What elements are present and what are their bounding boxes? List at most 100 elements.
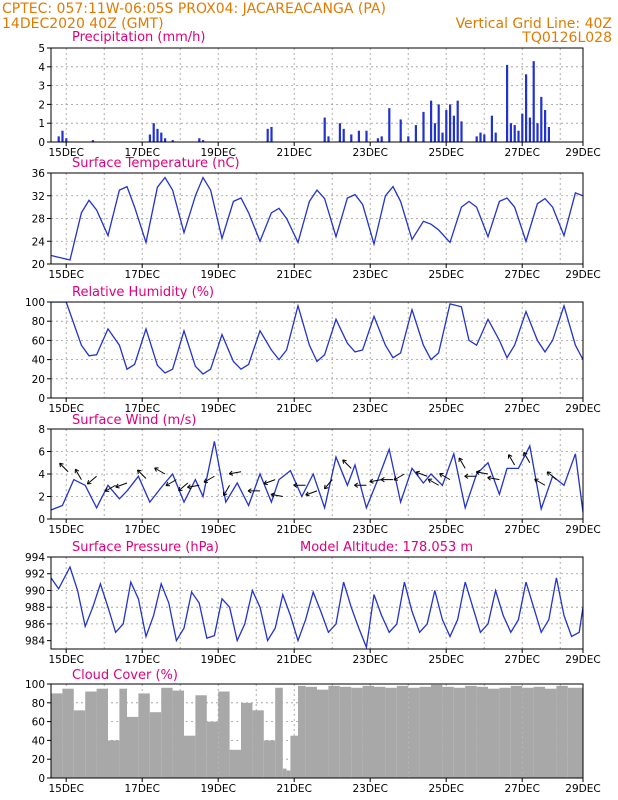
cloud-bar-45 [533, 686, 545, 778]
precip-bar-26 [414, 125, 417, 142]
cloud-bar-2 [73, 710, 86, 778]
wind-arrow-head-b-31 [508, 454, 513, 457]
wind-arrow-4 [115, 482, 128, 489]
precip-bar-0 [57, 136, 60, 142]
precip-bar-21 [376, 138, 379, 142]
precip-bar-3 [91, 140, 94, 142]
wind-arrow-31 [507, 454, 516, 466]
wind-arrow-11 [222, 484, 231, 497]
temp-xtick-label-0: 15DEC [48, 269, 83, 281]
wind-arrow-shaft-14 [263, 479, 276, 485]
pressure-ytick-label-3: 990 [25, 585, 45, 597]
wind-arrow-head-b-23 [393, 476, 397, 481]
rh-title: Relative Humidity (%) [72, 285, 214, 300]
pressure-data [51, 565, 583, 649]
precip-xtick-label-0: 15DEC [48, 147, 83, 159]
cloud-bar-19 [263, 740, 276, 778]
precip-frame [50, 47, 584, 143]
precip-bar-9 [171, 140, 174, 142]
wind-arrow-shaft-21 [369, 479, 382, 483]
temp-ytick-label-4: 36 [32, 168, 46, 180]
precip-bar-7 [160, 132, 163, 142]
cloud-bar-5 [108, 740, 120, 778]
pressure-ytick-label-1: 986 [25, 619, 45, 631]
cloud-bar-35 [419, 686, 431, 778]
cloud-bar-42 [499, 687, 511, 778]
precip-bar-33 [449, 104, 452, 142]
header-model-code: TQ0126L028 [521, 30, 612, 46]
cloud-bar-48 [567, 687, 583, 778]
wind-arrow-shaft-31 [508, 454, 516, 466]
wind-arrow-head-a-12 [228, 473, 234, 476]
temp-title: Surface Temperature (nC) [72, 156, 240, 171]
wind-xtick-label-1: 17DEC [124, 524, 159, 536]
precip-bar-35 [456, 100, 459, 142]
wind-arrow-shaft-11 [223, 484, 231, 496]
temp-xtick-label-7: 29DEC [565, 269, 600, 281]
temp-ytick-label-1: 24 [32, 236, 46, 248]
precip-ytick-label-5: 5 [38, 43, 45, 55]
pressure-xtick-label-3: 21DEC [276, 654, 311, 666]
wind-arrow-head-a-8 [178, 489, 183, 492]
cloud-bar-38 [453, 687, 466, 778]
wind-xtick-label-6: 27DEC [504, 524, 539, 536]
precip-bar-49 [532, 61, 535, 142]
wind-arrow-head-a-26 [439, 473, 442, 478]
pressure-xtick-label-5: 25DEC [428, 654, 463, 666]
wind-arrow-head-b-8 [178, 486, 181, 491]
header-date: 14DEC2020 40Z (GMT) [2, 16, 164, 32]
precip-bar-2 [65, 138, 68, 142]
precip-xtick-label-5: 25DEC [428, 147, 463, 159]
wind-arrow-head-a-13 [247, 490, 252, 494]
wind-arrow-head-b-9 [187, 484, 191, 488]
wind-arrow-head-b-4 [115, 483, 119, 488]
wind-xtick-label-3: 21DEC [276, 524, 311, 536]
precip-bar-41 [494, 132, 497, 142]
precip-xtick-label-2: 19DEC [200, 147, 235, 159]
wind-arrow-head-b-0 [59, 462, 64, 465]
wind-arrow-28 [464, 473, 477, 479]
precip-bar-14 [323, 117, 326, 142]
precip-bar-42 [506, 64, 509, 142]
pressure-xtick-label-1: 17DEC [124, 654, 159, 666]
temp-ytick-label-0: 20 [32, 259, 45, 271]
wind-arrow-head-b-3 [104, 487, 108, 492]
temp-xtick-label-5: 25DEC [428, 269, 463, 281]
wind-arrow-head-b-1 [75, 468, 80, 472]
wind-arrow-5 [137, 469, 147, 479]
rh-panel: 0 20 40 60 80 100 15DEC 17DEC 19DEC 21DEC 23DEC 25D… [25, 297, 601, 415]
wind-arrow-16 [293, 482, 306, 488]
precip-bar-47 [525, 74, 528, 142]
precip-xtick-label-6: 27DEC [504, 147, 539, 159]
precip-bar-46 [521, 113, 524, 142]
cloud-bar-43 [510, 685, 523, 778]
wind-arrow-head-b-22 [380, 477, 385, 481]
wind-xtick-label-2: 19DEC [200, 524, 235, 536]
wind-arrow-7 [165, 479, 177, 487]
wind-arrow-head-a-33 [534, 479, 537, 484]
pressure-frame [50, 556, 584, 650]
cloud-bar-15 [218, 691, 230, 778]
precip-bar-23 [388, 108, 391, 142]
wind-arrow-head-b-10 [203, 478, 207, 483]
wind-arrow-shaft-19 [342, 459, 352, 469]
wind-arrow-shaft-8 [178, 482, 189, 492]
precip-bar-30 [437, 104, 440, 142]
cloud-ytick-label-4: 80 [32, 698, 45, 710]
wind-arrow-shaft-30 [487, 477, 500, 481]
cloud-bar-23 [290, 735, 298, 778]
cloud-bar-12 [184, 735, 196, 778]
wind-arrow-head-b-28 [464, 473, 469, 477]
precip-bar-43 [509, 123, 512, 142]
wind-ytick-label-0: 0 [38, 514, 45, 526]
cloud-xtick-label-5: 25DEC [428, 783, 463, 795]
wind-arrow-shaft-27 [458, 457, 466, 469]
cloud-bar-3 [85, 691, 97, 778]
precip-bar-50 [536, 123, 539, 142]
precip-ytick-label-3: 3 [38, 81, 45, 93]
temp-data [51, 176, 583, 261]
cloud-xtick-label-2: 19DEC [200, 783, 235, 795]
pressure-xtick-label-7: 29DEC [565, 654, 600, 666]
wind-arrow-13 [247, 488, 260, 494]
cloud-bar-14 [206, 721, 219, 778]
